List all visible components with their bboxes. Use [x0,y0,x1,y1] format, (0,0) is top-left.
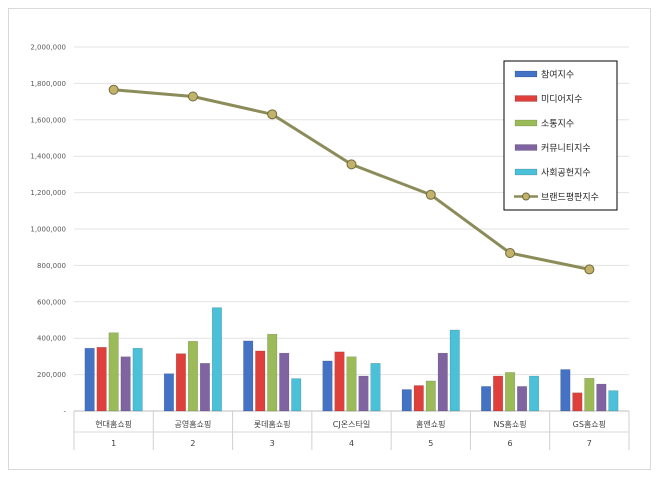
x-category-label: 공영홈쇼핑 [175,419,212,429]
y-tick-label: 800,000 [37,262,66,270]
bar [346,356,357,412]
bar [584,377,595,412]
x-category-label: CJ온스타일 [333,420,370,429]
bar [163,373,174,412]
bar [572,392,583,412]
bar [279,352,290,412]
line-point [267,109,278,120]
y-tick-label: 600,000 [37,298,66,306]
legend-marker [522,192,530,201]
y-tick-label: 400,000 [37,335,66,343]
line-point [584,264,595,275]
line-point [505,248,516,259]
legend-box [503,60,618,211]
line-point [187,91,198,102]
bar [437,352,448,412]
legend-swatch [514,119,538,127]
bar [175,353,186,412]
bar [596,383,607,412]
bar [505,372,516,412]
legend-label: 소통지수 [541,119,574,130]
x-category-label: 현대홈쇼핑 [95,419,132,429]
line-point [108,84,119,95]
x-category-number: 6 [508,439,513,448]
bar [493,375,504,412]
bar [211,307,222,412]
y-tick-label: - [63,408,66,416]
bar [322,360,333,412]
x-category-number: 2 [190,439,195,448]
line-point [425,189,436,200]
legend-label: 커뮤니티지수 [541,143,591,154]
legend-swatch [514,144,538,151]
line-point [346,159,357,170]
bar [334,351,345,412]
bar [401,389,412,412]
bar [199,363,210,412]
x-category-number: 3 [270,439,275,448]
bar [84,347,95,412]
bar [108,332,119,412]
bar [291,378,302,412]
bar [608,390,619,412]
legend-swatch [514,70,538,78]
bar [560,369,571,412]
bar [413,385,424,412]
legend-swatch [514,168,538,176]
bar [481,386,492,412]
x-category-number: 1 [111,439,116,448]
bar [187,341,198,412]
y-tick-label: 1,200,000 [30,189,66,197]
x-category-number: 7 [587,439,592,448]
bar [370,363,381,412]
x-category-label: 롯데홈쇼핑 [254,419,291,429]
bar [120,356,131,412]
bar [243,340,254,412]
legend-label: 사회공헌지수 [541,168,591,179]
x-category-label: GS홈쇼핑 [573,419,606,429]
legend-label: 브랜드평판지수 [541,192,599,203]
y-tick-label: 1,800,000 [30,80,66,88]
y-tick-label: 1,600,000 [30,116,66,124]
legend-label: 참여지수 [541,69,574,81]
bar [96,347,107,412]
x-category-label: NS홈쇼핑 [493,419,526,429]
bar [255,350,266,412]
legend-label: 미디어지수 [541,94,582,105]
y-tick-label: 2,000,000 [30,44,66,52]
bar [132,347,143,412]
legend-swatch [514,95,538,102]
y-tick-label: 200,000 [37,371,66,379]
x-category-label: 홈앤쇼핑 [416,419,445,429]
y-tick-label: 1,000,000 [30,226,66,234]
x-category-number: 4 [349,439,354,448]
bar [517,386,528,412]
y-tick-label: 1,400,000 [30,153,66,161]
bar [425,380,436,412]
bar [449,329,460,412]
bar [267,333,278,412]
bar [358,375,369,412]
x-category-number: 5 [428,439,433,448]
bar [529,375,540,412]
